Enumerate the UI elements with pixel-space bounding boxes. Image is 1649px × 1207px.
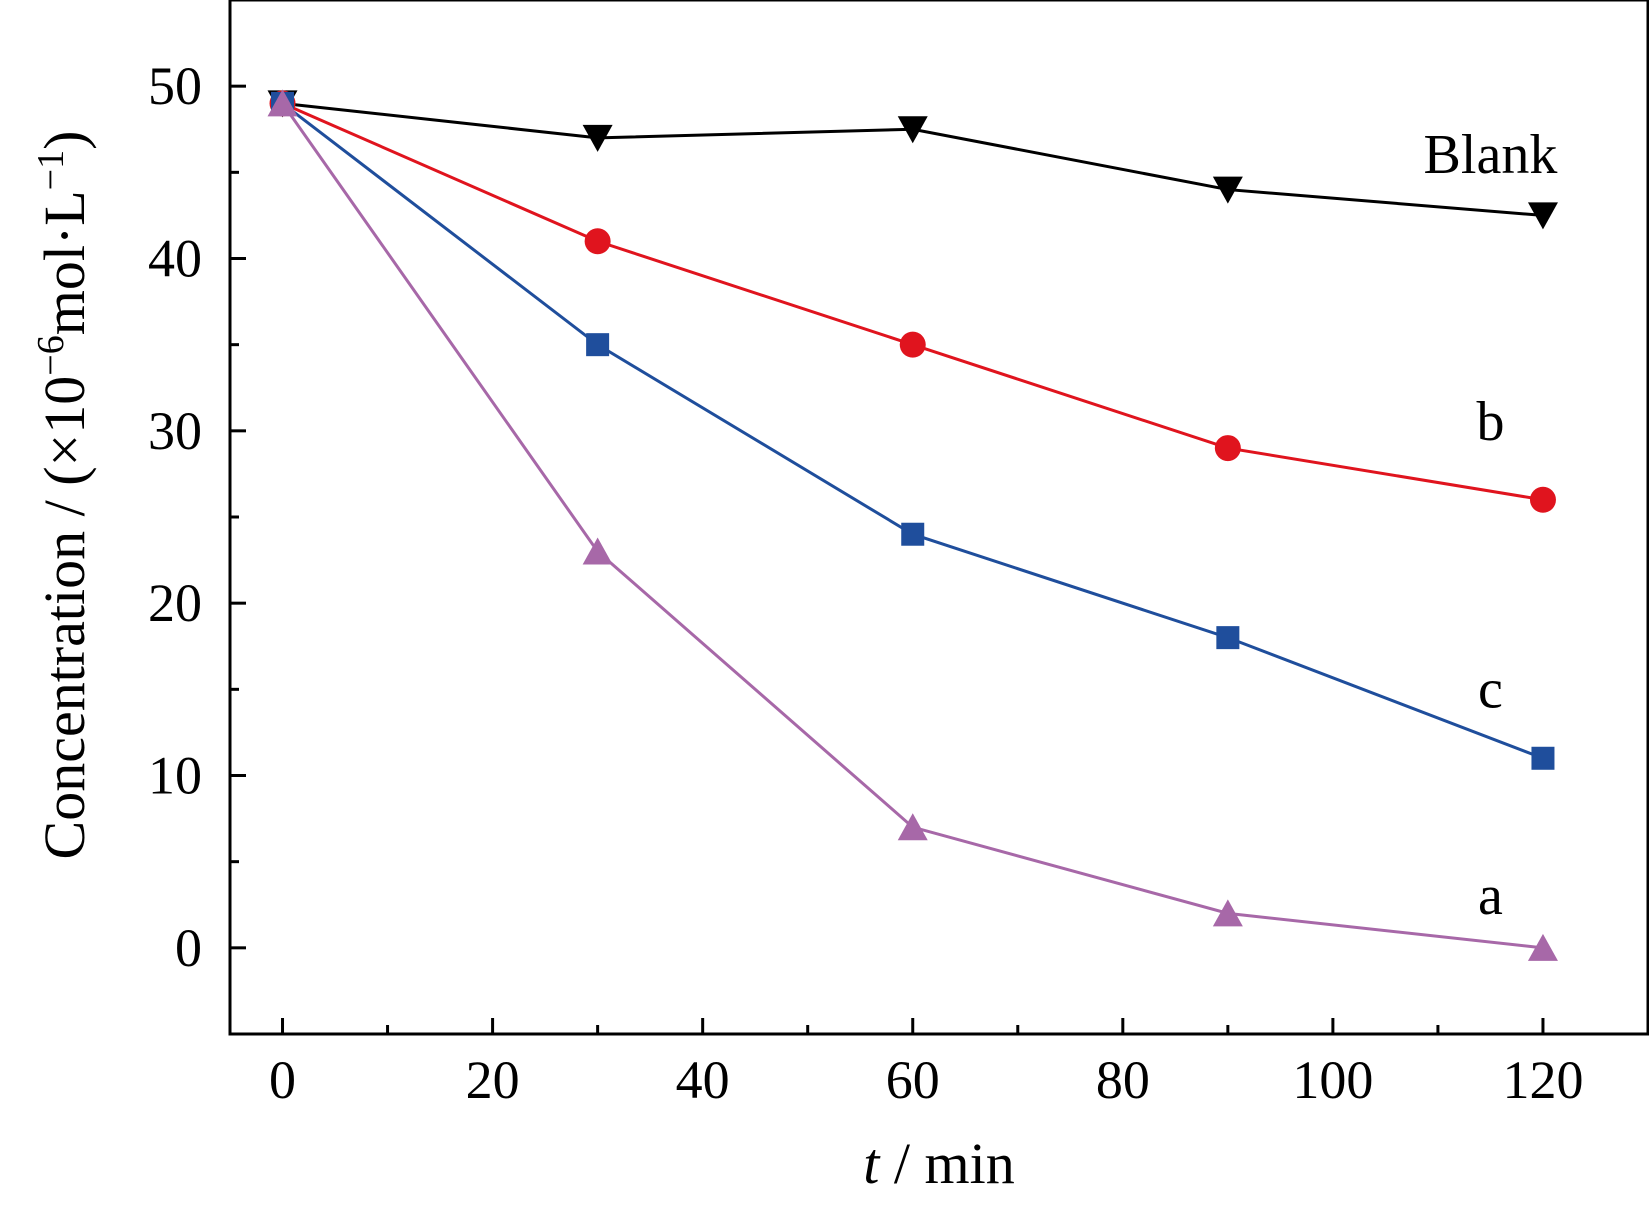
y-tick-label: 40 (148, 229, 202, 289)
x-tick-label: 120 (1502, 1050, 1583, 1110)
data-point-c (1216, 626, 1240, 650)
x-axis-title-var: t (863, 1131, 881, 1196)
data-point-a (267, 89, 298, 117)
data-point-blank (1212, 176, 1243, 204)
data-point-blank (897, 116, 928, 144)
x-tick-label: 0 (269, 1050, 296, 1110)
x-tick-label: 60 (886, 1050, 940, 1110)
x-tick-label: 40 (676, 1050, 730, 1110)
data-point-blank (1527, 202, 1558, 230)
series-c (271, 91, 1555, 770)
x-axis-title: t / min (863, 1131, 1014, 1196)
y-axis-title-base: Concentration / (×10 (32, 376, 97, 860)
series-line-c (281, 102, 1544, 760)
y-axis-title-end: ) (32, 131, 97, 150)
data-point-b (584, 228, 611, 255)
x-tick-label: 80 (1096, 1050, 1150, 1110)
y-axis-title-mid: mol·L (32, 190, 97, 335)
data-point-c (901, 522, 925, 546)
data-point-blank (582, 124, 613, 152)
data-point-b (899, 331, 926, 358)
y-tick-label: 0 (175, 918, 202, 978)
series-blank (267, 90, 1558, 230)
y-tick-label: 30 (148, 401, 202, 461)
y-tick-label: 20 (148, 573, 202, 633)
x-tick-label: 100 (1292, 1050, 1373, 1110)
y-axis-title-exp1: −6 (30, 335, 72, 375)
data-point-c (1531, 746, 1555, 770)
y-axis-title: Concentration / (×10−6mol·L−1) (30, 131, 97, 860)
series-b (269, 90, 1556, 513)
y-tick-label: 50 (148, 56, 202, 116)
series-line-b (281, 102, 1544, 502)
series-label-blank: Blank (1424, 124, 1558, 186)
series-label-a: a (1478, 865, 1503, 927)
y-tick-label: 10 (148, 746, 202, 806)
x-axis-title-unit: / min (879, 1131, 1014, 1196)
data-point-a (1527, 933, 1558, 961)
y-axis-ticks: 0 10 20 30 40 50 (148, 56, 246, 978)
data-point-a (1212, 899, 1243, 927)
series-label-b: b (1476, 391, 1504, 453)
data-point-a (582, 537, 613, 565)
y-axis-title-exp2: −1 (30, 150, 72, 190)
series-a (267, 89, 1558, 961)
data-point-b (1214, 435, 1241, 462)
series-labels: Blank b c a (1424, 124, 1558, 927)
series-label-c: c (1478, 658, 1503, 720)
data-point-b (1529, 486, 1556, 513)
data-point-c (586, 333, 610, 357)
x-tick-label: 20 (466, 1050, 520, 1110)
series-layer (267, 89, 1558, 961)
x-axis-ticks: 0 20 40 60 80 100 120 (269, 1018, 1583, 1110)
data-point-a (897, 813, 928, 841)
